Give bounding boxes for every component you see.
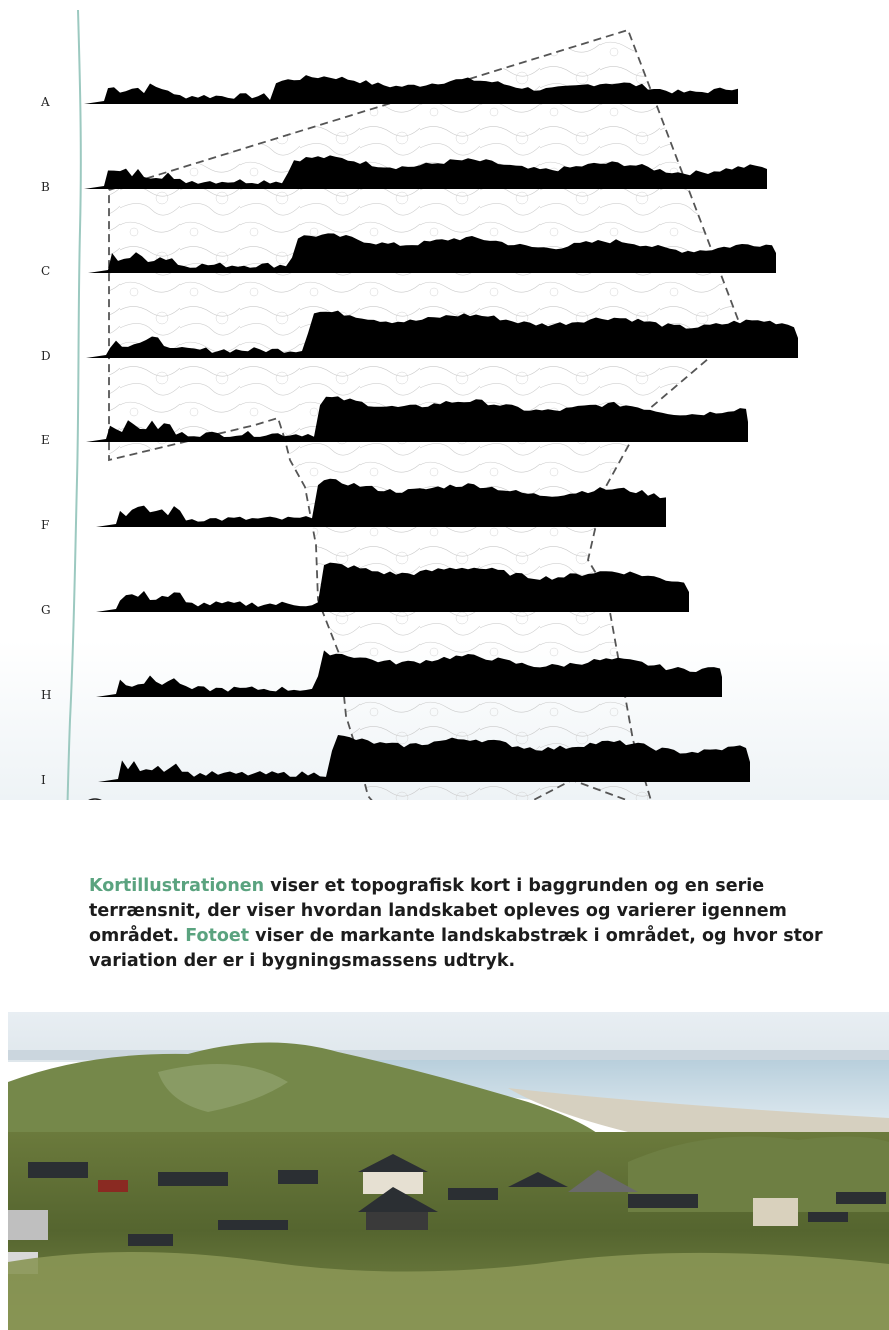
caption-highlight-photo: Fotoet xyxy=(185,926,250,946)
scale-group: 125m xyxy=(88,798,102,800)
terrain-profile-d xyxy=(86,310,798,358)
coast-line xyxy=(66,9,82,800)
caption-text-2: viser de markante landskabstræk i område… xyxy=(89,926,823,971)
terrain-profile-e xyxy=(86,396,748,442)
profile-label-d: D xyxy=(41,349,51,363)
terrain-profile-a xyxy=(84,75,738,104)
photo-sea xyxy=(338,1060,889,1120)
photo-dune-shadow xyxy=(158,1064,288,1112)
terrain-profile-b xyxy=(84,155,767,189)
photo-horizon xyxy=(8,1050,889,1060)
photo-right-dunes xyxy=(628,1136,889,1212)
profile-label-f: F xyxy=(41,518,49,532)
caption-highlight-map: Kortillustrationen xyxy=(89,876,265,896)
terrain-profile-g xyxy=(96,562,689,612)
profile-label-e: E xyxy=(41,433,50,447)
terrain-profile-f xyxy=(96,478,666,527)
caption-text-1: viser et topografisk kort i baggrunden o… xyxy=(89,876,787,946)
photo-beach xyxy=(508,1088,889,1144)
compass-icon xyxy=(88,798,102,800)
terrain-profile-h xyxy=(96,650,722,697)
profile-labels: A B C D E F G H I xyxy=(40,95,51,787)
terrain-profile-i xyxy=(98,735,750,782)
landscape-photo xyxy=(8,1012,889,1330)
photo-foreground-grass xyxy=(8,1252,889,1330)
profile-label-g: G xyxy=(41,603,51,617)
photo-houses xyxy=(8,1154,886,1274)
profile-label-i: I xyxy=(41,773,46,787)
profile-label-c: C xyxy=(41,264,50,278)
profile-label-h: H xyxy=(41,688,51,702)
profile-label-a: A xyxy=(40,95,50,109)
terrain-profile-c xyxy=(88,233,776,273)
caption: Kortillustrationen viser et topografisk … xyxy=(89,874,849,974)
profile-label-b: B xyxy=(41,180,50,194)
photo-big-dune xyxy=(8,1042,608,1152)
terrain-profiles xyxy=(84,75,798,782)
terrain-section-diagram: A B C D E F G H I 125m xyxy=(0,9,889,800)
